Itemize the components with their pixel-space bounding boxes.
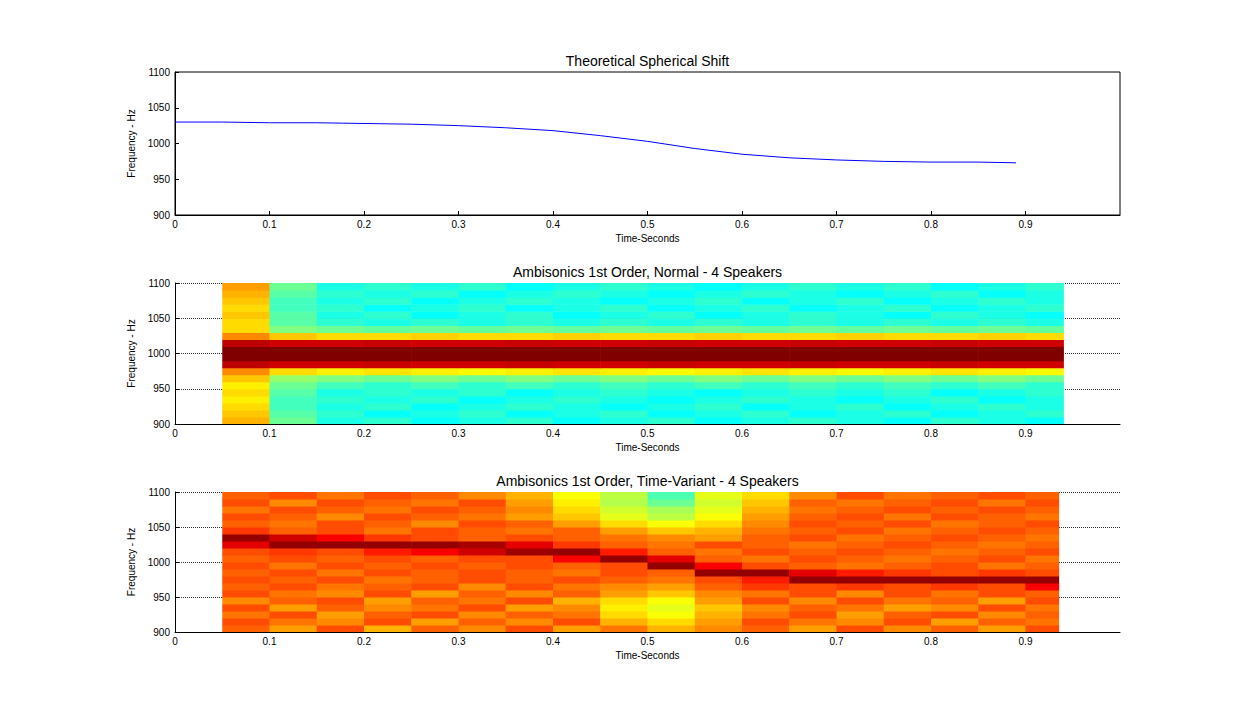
svg-text:0.7: 0.7 (830, 636, 844, 647)
svg-text:950: 950 (153, 383, 170, 394)
svg-text:0: 0 (172, 219, 178, 230)
svg-text:0.3: 0.3 (452, 636, 466, 647)
svg-text:900: 900 (153, 419, 170, 430)
svg-text:0.4: 0.4 (546, 428, 560, 439)
svg-text:0: 0 (172, 428, 178, 439)
svg-text:0.3: 0.3 (452, 219, 466, 230)
svg-text:Time-Seconds: Time-Seconds (615, 650, 679, 661)
svg-text:0.7: 0.7 (830, 219, 844, 230)
svg-text:0.9: 0.9 (1019, 219, 1033, 230)
svg-text:1050: 1050 (148, 313, 171, 324)
svg-text:Ambisonics 1st Order, Normal -: Ambisonics 1st Order, Normal - 4 Speaker… (513, 264, 782, 280)
svg-text:Time-Seconds: Time-Seconds (615, 442, 679, 453)
svg-text:0.8: 0.8 (924, 636, 938, 647)
svg-text:0.1: 0.1 (263, 428, 277, 439)
svg-text:0.7: 0.7 (830, 428, 844, 439)
svg-text:Frequency - Hz: Frequency - Hz (126, 109, 137, 177)
svg-text:1100: 1100 (148, 487, 170, 498)
svg-text:Frequency - Hz: Frequency - Hz (126, 528, 137, 596)
svg-text:0.4: 0.4 (546, 636, 560, 647)
svg-text:0.1: 0.1 (263, 219, 277, 230)
svg-text:0.2: 0.2 (357, 636, 371, 647)
svg-text:0.9: 0.9 (1019, 636, 1033, 647)
svg-text:Theoretical Spherical Shift: Theoretical Spherical Shift (566, 53, 730, 69)
svg-text:1050: 1050 (148, 522, 171, 533)
svg-text:0.2: 0.2 (357, 428, 371, 439)
svg-text:900: 900 (153, 210, 170, 221)
svg-text:0.5: 0.5 (641, 428, 655, 439)
svg-text:1000: 1000 (148, 138, 171, 149)
svg-text:0.8: 0.8 (924, 219, 938, 230)
svg-text:0.1: 0.1 (263, 636, 277, 647)
svg-text:0.6: 0.6 (735, 636, 749, 647)
svg-text:0.2: 0.2 (357, 219, 371, 230)
svg-text:0.4: 0.4 (546, 219, 560, 230)
svg-text:1050: 1050 (148, 102, 171, 113)
svg-text:Time-Seconds: Time-Seconds (615, 233, 679, 244)
svg-text:0.8: 0.8 (924, 428, 938, 439)
svg-text:0: 0 (172, 636, 178, 647)
svg-text:Frequency - Hz: Frequency - Hz (126, 319, 137, 387)
svg-text:0.3: 0.3 (452, 428, 466, 439)
svg-text:900: 900 (153, 627, 170, 638)
svg-text:0.5: 0.5 (641, 636, 655, 647)
svg-text:0.6: 0.6 (735, 428, 749, 439)
svg-text:0.6: 0.6 (735, 219, 749, 230)
svg-text:950: 950 (153, 174, 170, 185)
svg-text:1000: 1000 (148, 557, 171, 568)
svg-text:Ambisonics 1st Order, Time-Var: Ambisonics 1st Order, Time-Variant - 4 S… (496, 473, 798, 489)
svg-text:1000: 1000 (148, 348, 171, 359)
svg-text:0.9: 0.9 (1019, 428, 1033, 439)
svg-text:0.5: 0.5 (641, 219, 655, 230)
svg-text:1100: 1100 (148, 67, 170, 78)
svg-text:1100: 1100 (148, 278, 170, 289)
svg-text:950: 950 (153, 592, 170, 603)
